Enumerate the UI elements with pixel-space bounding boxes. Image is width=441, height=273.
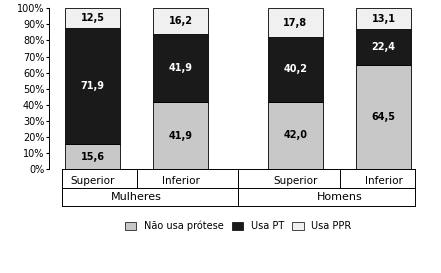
Bar bbox=[65, 144, 120, 169]
Text: Mulheres: Mulheres bbox=[111, 192, 162, 202]
Text: Inferior: Inferior bbox=[162, 176, 200, 186]
Bar bbox=[65, 28, 120, 144]
Text: 41,9: 41,9 bbox=[169, 63, 193, 73]
Text: 15,6: 15,6 bbox=[81, 152, 105, 162]
Bar bbox=[65, 8, 120, 28]
Text: 12,5: 12,5 bbox=[81, 13, 105, 23]
Text: Inferior: Inferior bbox=[365, 176, 403, 186]
Text: Homens: Homens bbox=[317, 192, 363, 202]
Bar bbox=[153, 34, 208, 102]
Text: 41,9: 41,9 bbox=[169, 130, 193, 141]
Text: 71,9: 71,9 bbox=[81, 81, 105, 91]
Bar bbox=[153, 102, 208, 169]
Legend: Não usa prótese, Usa PT, Usa PPR: Não usa prótese, Usa PT, Usa PPR bbox=[121, 217, 355, 235]
Text: 42,0: 42,0 bbox=[284, 130, 307, 140]
Text: 16,2: 16,2 bbox=[169, 16, 193, 26]
Bar bbox=[356, 29, 411, 65]
Text: Superior: Superior bbox=[273, 176, 318, 186]
Bar bbox=[268, 8, 323, 37]
Text: 22,4: 22,4 bbox=[372, 42, 396, 52]
Bar bbox=[356, 65, 411, 169]
Text: 17,8: 17,8 bbox=[284, 17, 307, 28]
Bar bbox=[356, 8, 411, 29]
Bar bbox=[153, 8, 208, 34]
Text: 64,5: 64,5 bbox=[372, 112, 396, 122]
Text: 13,1: 13,1 bbox=[372, 14, 396, 24]
Bar bbox=[268, 102, 323, 169]
Bar bbox=[268, 37, 323, 102]
Text: Superior: Superior bbox=[71, 176, 115, 186]
Text: 40,2: 40,2 bbox=[284, 64, 307, 74]
